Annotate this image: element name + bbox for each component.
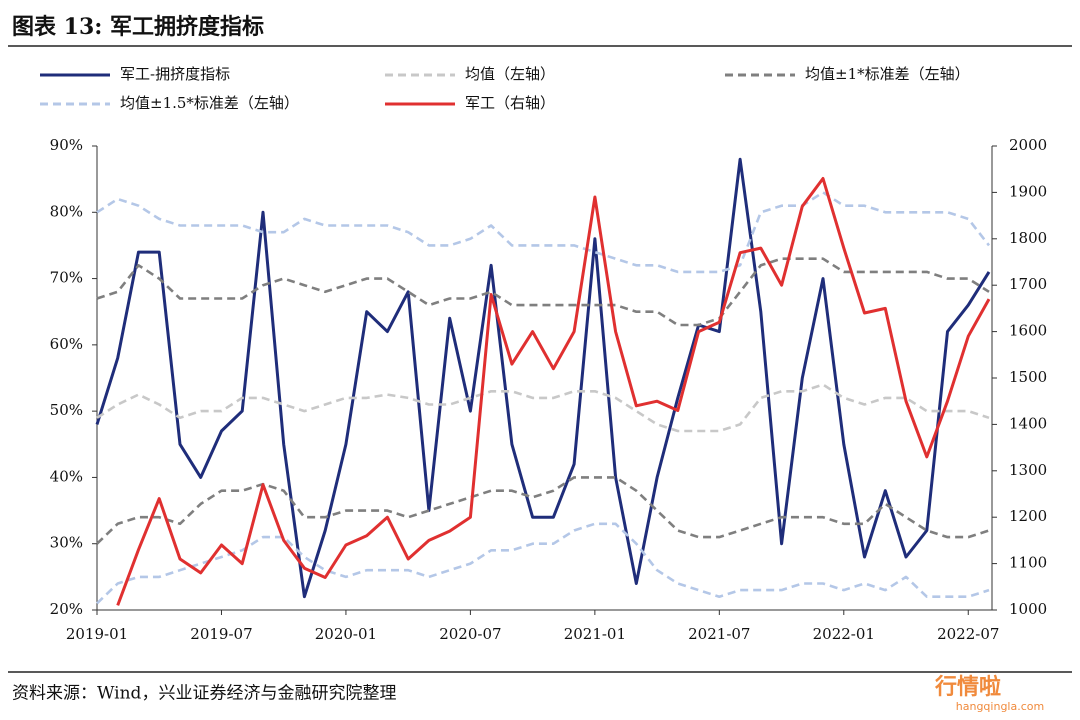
y2-tick-label: 1900 [1009, 182, 1047, 200]
y2-tick-label: 1300 [1009, 461, 1047, 479]
legend-label: 均值±1.5*标准差（左轴） [120, 94, 299, 112]
y2-tick-label: 1800 [1009, 229, 1047, 247]
legend-label: 军工（右轴） [465, 94, 555, 112]
y-tick-label: 70% [50, 269, 83, 287]
series-line [96, 191, 991, 274]
x-tick-label: 2022-07 [937, 625, 999, 643]
y-tick-label: 30% [50, 534, 83, 552]
x-tick-label: 2020-07 [439, 625, 501, 643]
x-tick-label: 2021-07 [688, 625, 750, 643]
x-tick-label: 2022-01 [813, 625, 875, 643]
y2-tick-label: 2000 [1009, 136, 1047, 154]
watermark-site: hangqingla.com [956, 700, 1044, 713]
y-tick-label: 40% [50, 467, 83, 485]
legend-label: 军工-拥挤度指标 [120, 65, 230, 83]
y2-tick-label: 1100 [1009, 554, 1047, 572]
y2-tick-label: 1500 [1009, 368, 1047, 386]
y-tick-label: 90% [50, 136, 83, 154]
legend-label: 均值（左轴） [465, 65, 555, 83]
series-line [96, 257, 990, 327]
y2-tick-label: 1600 [1009, 322, 1047, 340]
y2-tick-label: 1700 [1009, 275, 1047, 293]
y-tick-label: 50% [50, 401, 83, 419]
y-tick-label: 80% [50, 202, 83, 220]
series-line [96, 383, 990, 433]
y2-tick-label: 1000 [1009, 600, 1047, 618]
y-tick-label: 60% [50, 335, 83, 353]
series-line [96, 476, 990, 545]
watermark: 行情啦 [934, 674, 1001, 700]
series-line [96, 522, 990, 605]
y2-tick-label: 1200 [1009, 507, 1047, 525]
x-tick-label: 2019-07 [190, 625, 252, 643]
series-line [95, 157, 991, 599]
x-tick-label: 2020-01 [315, 625, 377, 643]
series-line [116, 177, 991, 606]
y2-tick-label: 1400 [1009, 414, 1047, 432]
x-tick-label: 2021-01 [564, 625, 626, 643]
x-tick-label: 2019-01 [66, 625, 128, 643]
legend-label: 均值±1*标准差（左轴） [805, 65, 970, 83]
y-tick-label: 20% [50, 600, 83, 618]
source: 资料来源：Wind，兴业证券经济与金融研究院整理 [12, 684, 396, 704]
chart-title: 图表 13: 军工拥挤度指标 [12, 14, 264, 40]
